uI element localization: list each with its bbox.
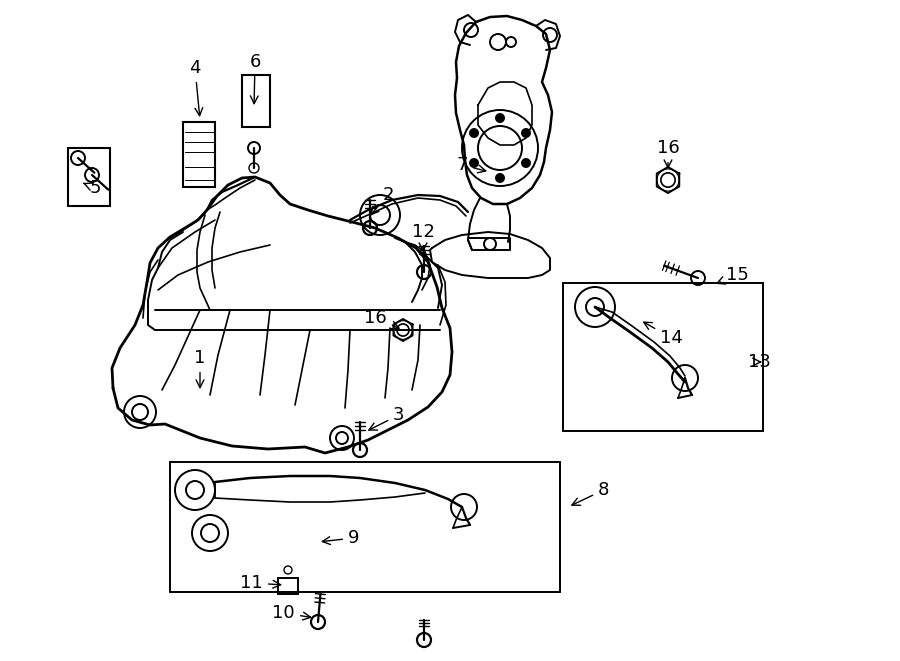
- Bar: [242, 75, 270, 127]
- Text: 11: 11: [240, 574, 281, 592]
- Text: 2: 2: [371, 186, 394, 215]
- Text: 16: 16: [364, 309, 399, 329]
- Bar: [278, 578, 298, 594]
- Text: 16: 16: [657, 139, 680, 168]
- Text: 3: 3: [369, 406, 404, 430]
- Circle shape: [522, 159, 530, 167]
- Text: 8: 8: [572, 481, 609, 505]
- Text: 13: 13: [748, 353, 771, 371]
- Text: 4: 4: [189, 59, 202, 116]
- Text: 7: 7: [456, 156, 486, 174]
- Circle shape: [522, 129, 530, 137]
- Text: 6: 6: [249, 53, 261, 104]
- Bar: [183, 122, 215, 187]
- Text: 10: 10: [273, 604, 310, 622]
- Text: 14: 14: [644, 322, 683, 347]
- Text: 12: 12: [411, 223, 435, 251]
- Text: 5: 5: [84, 179, 101, 197]
- Text: 15: 15: [717, 266, 749, 284]
- Text: 1: 1: [194, 349, 206, 387]
- Circle shape: [496, 114, 504, 122]
- Text: 9: 9: [322, 529, 359, 547]
- Circle shape: [470, 159, 478, 167]
- Bar: [563, 283, 763, 431]
- Bar: [170, 462, 560, 592]
- Circle shape: [470, 129, 478, 137]
- Bar: [68, 148, 110, 206]
- Circle shape: [496, 174, 504, 182]
